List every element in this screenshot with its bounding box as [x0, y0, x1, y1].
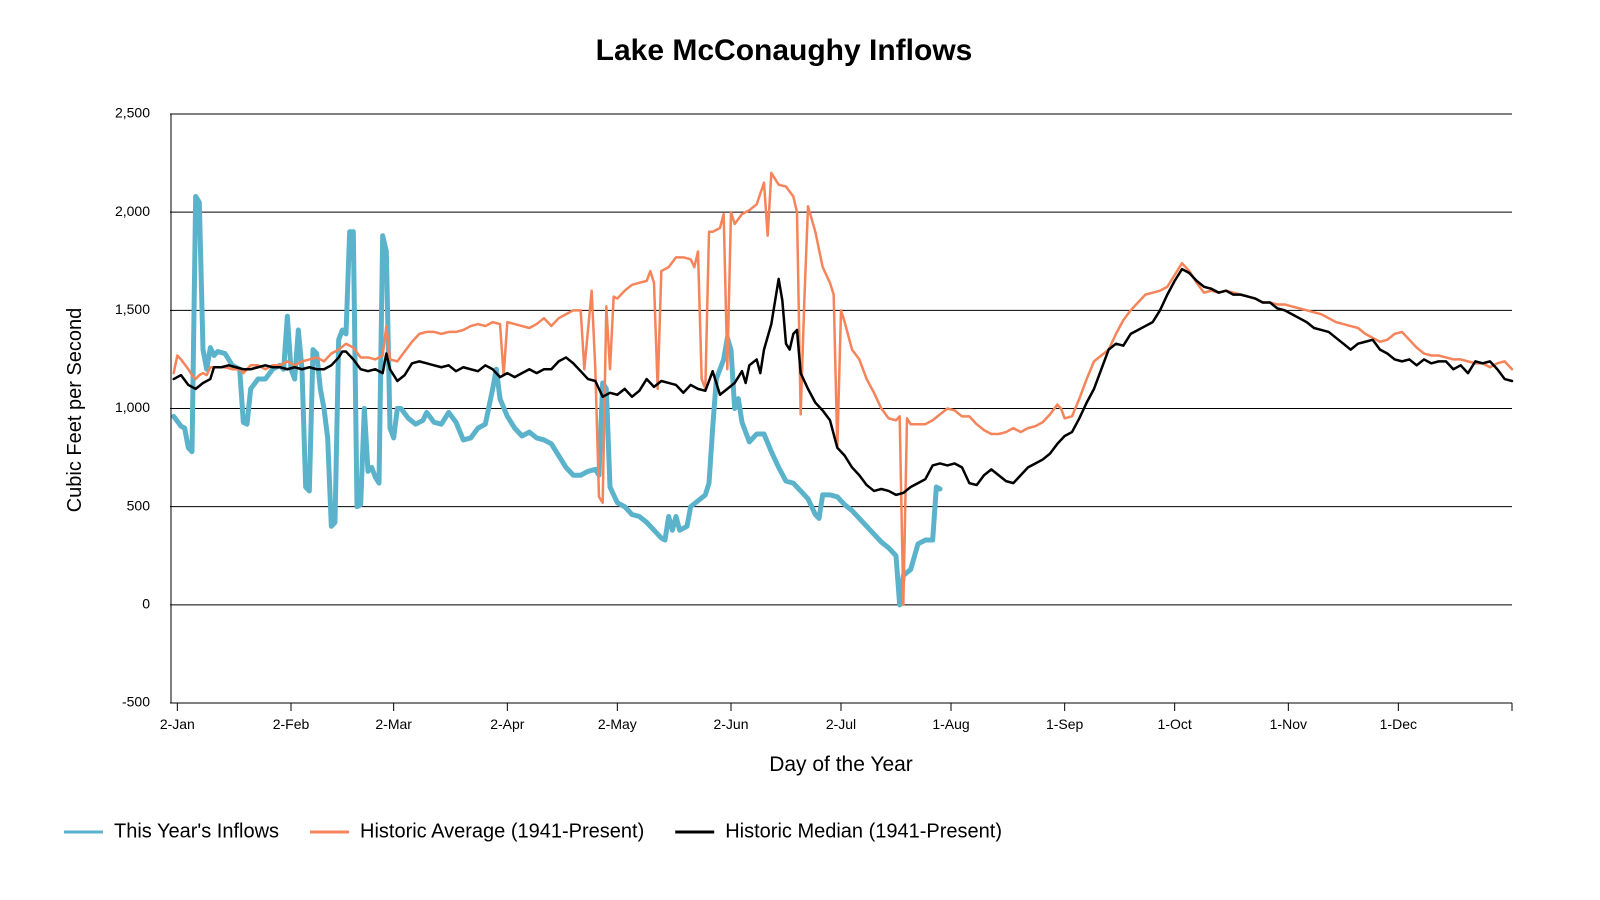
y-tick-label: 1,500: [115, 301, 150, 317]
y-axis-label: Cubic Feet per Second: [64, 308, 86, 513]
x-tick-label: 2-Jun: [713, 716, 748, 732]
x-tick-label: 1-Dec: [1380, 716, 1417, 732]
y-tick-label: 1,000: [115, 399, 150, 415]
x-tick-label: 2-May: [598, 716, 637, 732]
series-line: [172, 171, 1514, 607]
chart-title: Lake McConaughy Inflows: [596, 34, 973, 67]
plot-area: [171, 171, 1514, 608]
x-tick-label: 2-Feb: [273, 716, 310, 732]
x-tick-label: 1-Nov: [1270, 716, 1307, 732]
axes: -500 0 500 1,000 1,500 2,000 2,500 2-Jan 2-Feb 2-…: [115, 105, 1513, 732]
y-tick-label: -500: [122, 694, 150, 710]
y-tick-label: 2,500: [115, 105, 150, 121]
x-tick-label: 2-Jan: [160, 716, 195, 732]
x-tick-label: 2-Mar: [375, 716, 412, 732]
legend-label: Historic Median (1941-Present): [725, 820, 1002, 842]
y-tick-label: 500: [127, 497, 151, 513]
y-tick-label: 0: [142, 596, 150, 612]
series-line: [171, 193, 943, 608]
x-axis-label: Day of the Year: [769, 753, 913, 776]
x-tick-label: 1-Sep: [1046, 716, 1084, 732]
x-tick-label: 2-Apr: [490, 716, 525, 732]
x-tick-label: 1-Aug: [932, 716, 969, 732]
series-line: [172, 267, 1514, 497]
legend-label: Historic Average (1941-Present): [360, 820, 644, 842]
y-tick-label: 2,000: [115, 203, 150, 219]
x-tick-label: 2-Jul: [826, 716, 856, 732]
grid: [170, 113, 1512, 704]
legend-label: This Year's Inflows: [114, 820, 279, 842]
legend: This Year's Inflows Historic Average (194…: [64, 820, 1002, 842]
x-tick-label: 1-Oct: [1158, 716, 1192, 732]
